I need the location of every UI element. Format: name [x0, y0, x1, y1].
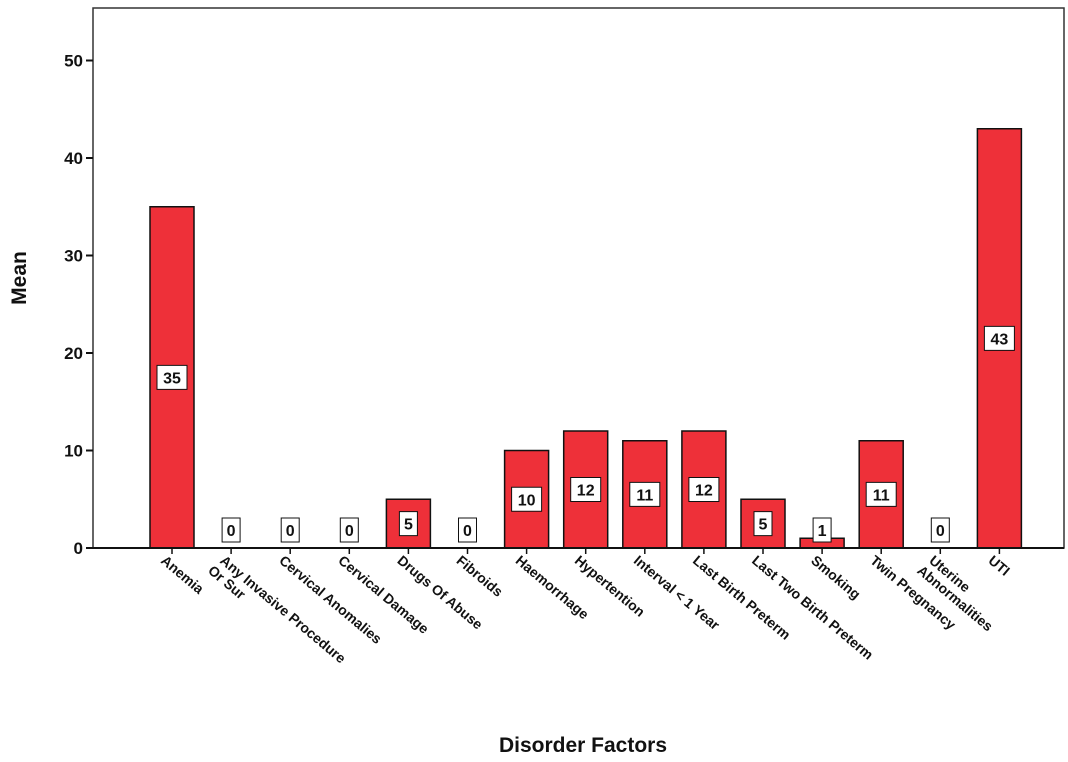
data-label: 5 — [399, 512, 417, 536]
data-label-text: 0 — [345, 523, 354, 540]
data-label-text: 11 — [873, 487, 890, 504]
data-label-text: 0 — [463, 523, 472, 540]
x-tick-label: UTI — [985, 552, 1013, 579]
data-label-text: 10 — [518, 492, 536, 509]
data-label-text: 5 — [759, 517, 768, 534]
x-tick-label: Last Birth Preterm — [690, 552, 794, 643]
data-label-text: 0 — [286, 523, 295, 540]
data-label-text: 1 — [818, 523, 827, 540]
x-axis-title: Disorder Factors — [499, 734, 667, 757]
data-label-text: 11 — [636, 487, 653, 504]
y-tick-label: 40 — [64, 149, 83, 168]
data-label: 0 — [281, 518, 299, 542]
x-tick-label: Smoking — [808, 552, 864, 602]
y-tick-label: 0 — [74, 539, 83, 558]
x-tick-label: Anemia — [158, 552, 207, 597]
data-label-text: 12 — [695, 483, 713, 500]
data-label-text: 5 — [404, 517, 413, 534]
data-label: 0 — [931, 518, 949, 542]
y-axis-title: Mean — [8, 251, 31, 305]
data-label: 35 — [157, 365, 187, 389]
y-tick-label: 50 — [64, 52, 83, 71]
data-label: 0 — [459, 518, 477, 542]
data-label: 0 — [222, 518, 240, 542]
data-label: 5 — [754, 512, 772, 536]
data-label: 12 — [571, 478, 601, 502]
data-label-text: 12 — [577, 483, 595, 500]
y-tick-label: 30 — [64, 247, 83, 266]
y-tick-label: 10 — [64, 442, 83, 461]
x-tick-label: Last Two Birth Preterm — [749, 552, 876, 663]
data-label-text: 0 — [936, 523, 945, 540]
data-label: 0 — [340, 518, 358, 542]
data-label: 43 — [984, 326, 1014, 350]
data-label: 12 — [689, 478, 719, 502]
x-tick-label: Cervical Anomalies — [276, 552, 385, 647]
data-label: 11 — [866, 482, 896, 506]
data-label-text: 43 — [991, 331, 1009, 348]
y-tick-label: 20 — [64, 344, 83, 363]
data-label: 11 — [630, 482, 660, 506]
data-label-text: 0 — [227, 523, 236, 540]
data-label: 1 — [813, 518, 831, 542]
y-axis: 0 10 20 30 40 50 — [64, 52, 93, 559]
data-label-text: 35 — [163, 370, 181, 387]
x-tick-label: Fibroids — [454, 552, 507, 600]
data-label: 10 — [512, 487, 542, 511]
